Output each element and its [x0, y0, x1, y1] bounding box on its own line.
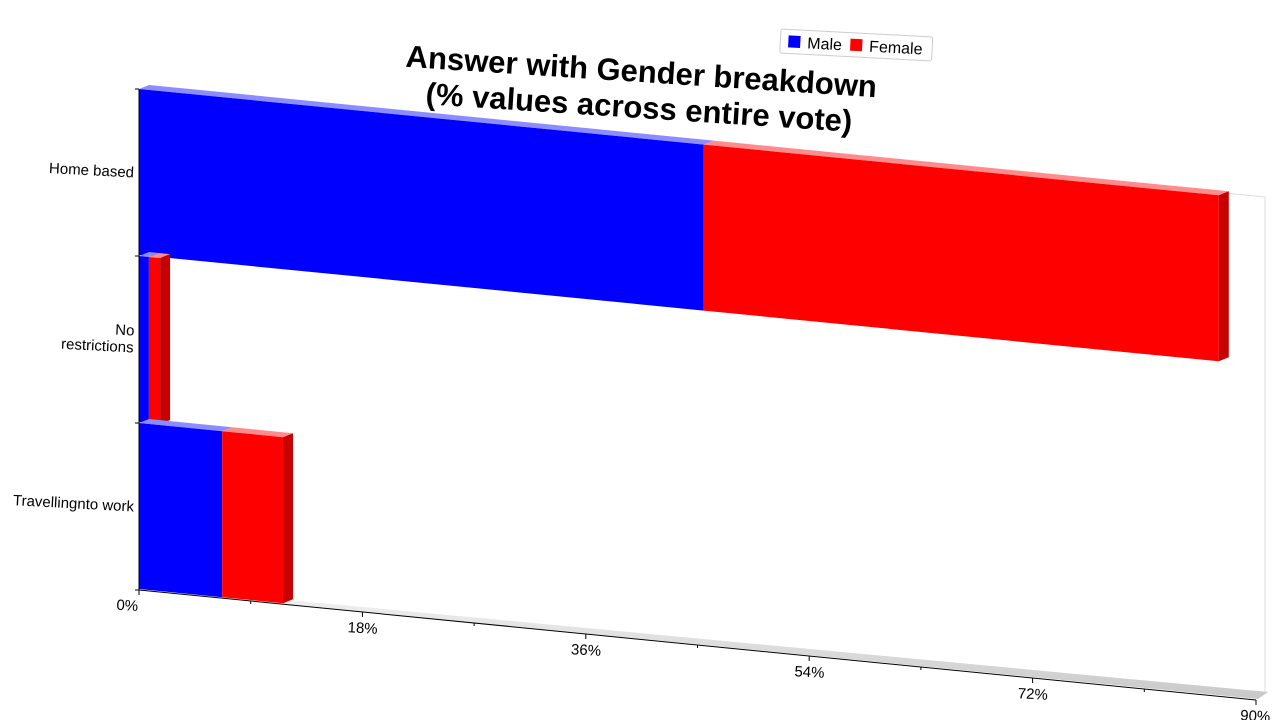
bar-top-face	[148, 253, 171, 259]
x-tick-label: 72%	[1017, 685, 1048, 704]
x-tick-label: 54%	[794, 663, 825, 682]
bar-top-face	[703, 140, 1229, 196]
bar-male-1	[139, 252, 159, 423]
bar-front-face	[139, 423, 223, 598]
legend-swatch-male	[788, 35, 801, 49]
bar-top-face	[139, 252, 159, 257]
bar-top-face	[139, 85, 714, 145]
chart-floor	[140, 587, 1268, 699]
legend-swatch-female	[849, 38, 863, 52]
bar-top-face	[222, 427, 293, 438]
x-tick-label: 0%	[116, 597, 139, 615]
bar-female-2	[222, 427, 293, 604]
bars	[139, 85, 1229, 604]
legend: Male Female	[779, 28, 934, 62]
x-tick-label: 90%	[1240, 707, 1271, 720]
category-label: Travellingnto work	[13, 492, 135, 515]
bar-front-face	[139, 256, 149, 423]
bar-side-face	[160, 254, 171, 425]
bar-female-0	[703, 140, 1229, 362]
bar-front-face	[703, 144, 1219, 362]
bar-front-face	[148, 257, 161, 425]
category-label: Norestrictions	[61, 319, 135, 357]
bar-front-face	[222, 431, 283, 604]
category-label: Home based	[49, 160, 135, 181]
bar-male-0	[139, 85, 714, 311]
x-tick-label: 36%	[571, 641, 602, 660]
category-labels: Home based Norestrictions Travellingnto wo…	[13, 160, 135, 515]
bar-top-face	[139, 419, 233, 432]
legend-label-female: Female	[869, 39, 923, 59]
bar-front-face	[139, 89, 704, 311]
bar-side-face	[1218, 191, 1229, 362]
legend-label-male: Male	[807, 35, 843, 54]
bar-male-2	[139, 419, 233, 598]
x-ticks: 0% 18% 36% 54% 72% 90%	[116, 590, 1271, 720]
x-tick-label: 18%	[347, 619, 378, 638]
y-ticks	[135, 88, 139, 591]
bar-side-face	[283, 433, 293, 604]
bar-female-1	[148, 253, 171, 425]
